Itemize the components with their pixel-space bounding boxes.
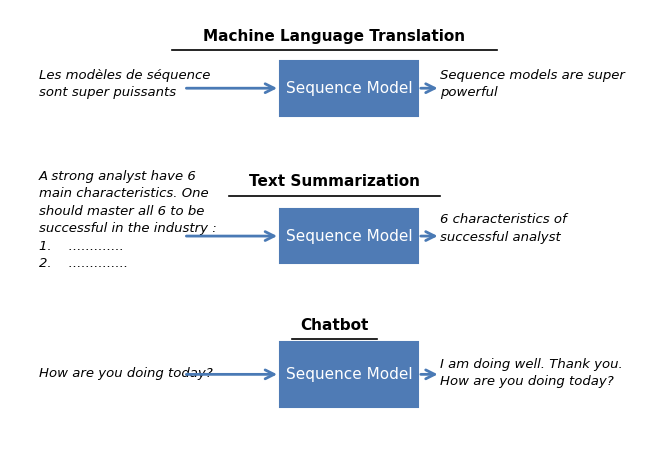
Text: Sequence Model: Sequence Model <box>286 81 412 96</box>
Text: Text Summarization: Text Summarization <box>249 174 420 189</box>
Text: Les modèles de séquence
sont super puissants: Les modèles de séquence sont super puiss… <box>39 68 211 99</box>
Text: Sequence models are super
powerful: Sequence models are super powerful <box>440 68 626 99</box>
Text: Sequence Model: Sequence Model <box>286 367 412 382</box>
Text: I am doing well. Thank you.
How are you doing today?: I am doing well. Thank you. How are you … <box>440 358 624 388</box>
Text: Machine Language Translation: Machine Language Translation <box>203 29 466 43</box>
FancyBboxPatch shape <box>280 342 418 407</box>
Text: Sequence Model: Sequence Model <box>286 229 412 244</box>
Text: Chatbot: Chatbot <box>300 318 369 333</box>
Text: 6 characteristics of
successful analyst: 6 characteristics of successful analyst <box>440 213 567 244</box>
Text: How are you doing today?: How are you doing today? <box>39 366 213 380</box>
FancyBboxPatch shape <box>280 209 418 264</box>
Text: A strong analyst have 6
main characteristics. One
should master all 6 to be
succ: A strong analyst have 6 main characteris… <box>39 170 217 270</box>
FancyBboxPatch shape <box>280 61 418 116</box>
